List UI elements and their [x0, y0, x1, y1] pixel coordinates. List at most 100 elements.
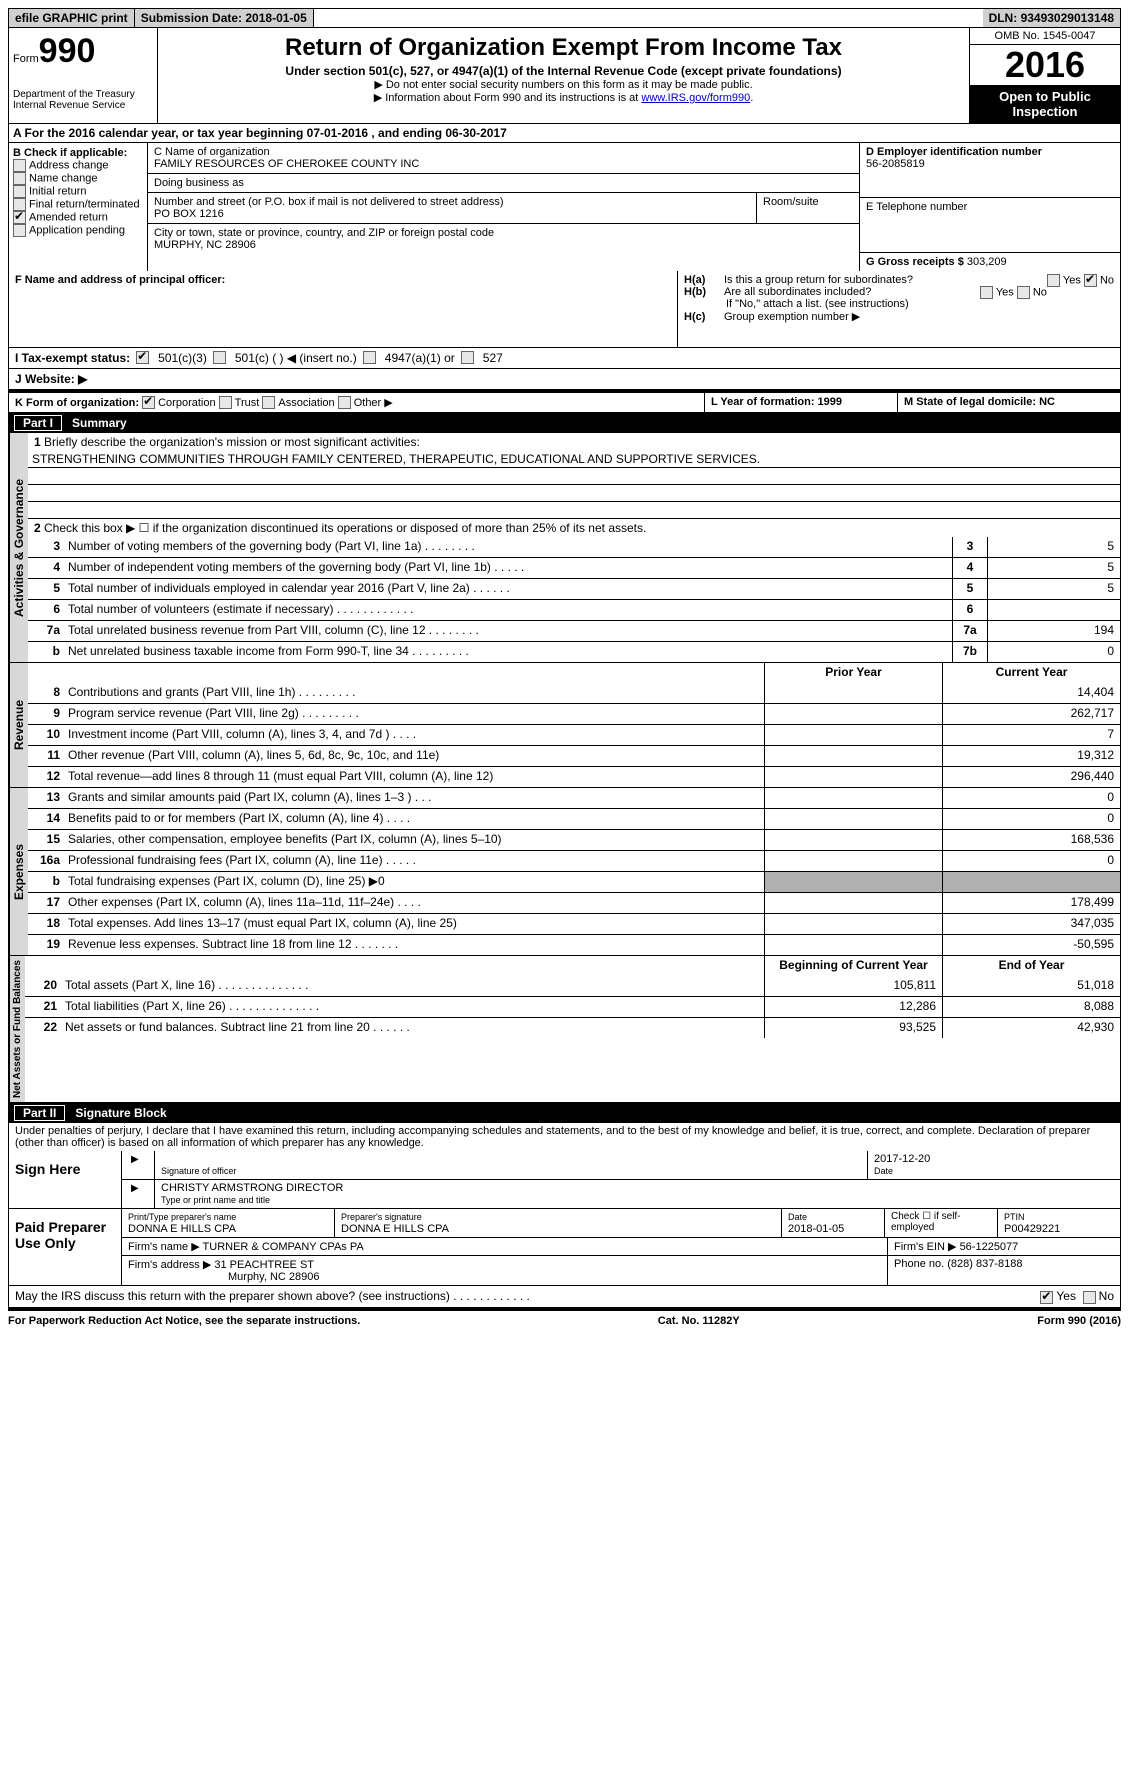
check-501c3[interactable] [136, 351, 149, 364]
check-501c[interactable] [213, 351, 226, 364]
open-public-label: Open to Public Inspection [970, 85, 1120, 123]
mission-blank-2 [28, 485, 1120, 502]
info-note: ▶ Information about Form 990 and its ins… [162, 91, 965, 104]
footer-left: For Paperwork Reduction Act Notice, see … [8, 1315, 360, 1327]
ein-label: D Employer identification number [866, 146, 1114, 158]
check-trust[interactable] [219, 396, 232, 409]
section-m-state: M State of legal domicile: NC [898, 393, 1120, 413]
table-row: 19Revenue less expenses. Subtract line 1… [28, 934, 1120, 955]
check-initial-return[interactable]: Initial return [13, 185, 143, 198]
discuss-label: May the IRS discuss this return with the… [15, 1289, 530, 1303]
ein-value: 56-2085819 [866, 158, 1114, 170]
section-b-label: B Check if applicable: [13, 147, 143, 159]
table-row: bNet unrelated business taxable income f… [28, 641, 1120, 662]
h-b-label: Are all subordinates included? [724, 286, 871, 298]
city-value: MURPHY, NC 28906 [154, 239, 853, 251]
firm-phone: (828) 837-8188 [947, 1258, 1022, 1270]
check-other[interactable] [338, 396, 351, 409]
table-row: 13Grants and similar amounts paid (Part … [28, 788, 1120, 808]
part-2-title: Signature Block [75, 1106, 166, 1120]
table-row: 5Total number of individuals employed in… [28, 578, 1120, 599]
check-assoc[interactable] [262, 396, 275, 409]
mission-blank-3 [28, 502, 1120, 519]
ptin-value: P00429221 [1004, 1223, 1060, 1235]
part-2-header: Part II Signature Block [8, 1103, 1121, 1123]
h-b-note: If "No," attach a list. (see instruction… [684, 298, 1114, 310]
arrow-icon [128, 1153, 142, 1165]
table-row: 14Benefits paid to or for members (Part … [28, 808, 1120, 829]
submission-date: Submission Date: 2018-01-05 [135, 9, 314, 27]
officer-name-title: CHRISTY ARMSTRONG DIRECTOR [161, 1182, 343, 1194]
h-b-no-check[interactable] [1017, 286, 1030, 299]
section-f-label: F Name and address of principal officer: [15, 274, 225, 286]
efile-label: efile GRAPHIC print [9, 9, 135, 27]
part-1-title: Summary [72, 416, 127, 430]
org-name: FAMILY RESOURCES OF CHEROKEE COUNTY INC [154, 158, 853, 170]
h-a-no-check[interactable] [1084, 274, 1097, 287]
section-a-period: A For the 2016 calendar year, or tax yea… [8, 124, 1121, 143]
table-row: 12Total revenue—add lines 8 through 11 (… [28, 766, 1120, 787]
firm-address-2: Murphy, NC 28906 [228, 1271, 320, 1283]
section-j-website: J Website: ▶ [8, 369, 1121, 390]
table-row: 16aProfessional fundraising fees (Part I… [28, 850, 1120, 871]
expenses-label: Expenses [9, 788, 28, 955]
form-header: Form990 Department of the Treasury Inter… [8, 28, 1121, 124]
table-row: 18Total expenses. Add lines 13–17 (must … [28, 913, 1120, 934]
table-row: 8Contributions and grants (Part VIII, li… [28, 683, 1120, 703]
firm-ein: 56-1225077 [960, 1241, 1019, 1253]
tax-year: 2016 [970, 45, 1120, 85]
table-row: 21Total liabilities (Part X, line 26) . … [25, 996, 1120, 1017]
form-number: 990 [39, 32, 96, 70]
form-subtitle: Under section 501(c), 527, or 4947(a)(1)… [162, 64, 965, 78]
check-amended-return[interactable]: Amended return [13, 211, 143, 224]
table-row: 10Investment income (Part VIII, column (… [28, 724, 1120, 745]
table-row: 3Number of voting members of the governi… [28, 537, 1120, 557]
netassets-label: Net Assets or Fund Balances [9, 956, 25, 1102]
h-c-label: Group exemption number ▶ [724, 311, 860, 323]
h-a-label: Is this a group return for subordinates? [724, 274, 913, 286]
self-employed-check[interactable]: Check ☐ if self-employed [885, 1209, 998, 1237]
section-d: D Employer identification number 56-2085… [860, 143, 1120, 271]
check-address-change[interactable]: Address change [13, 159, 143, 172]
sig-officer-label: Signature of officer [161, 1166, 236, 1176]
table-row: 20Total assets (Part X, line 16) . . . .… [25, 976, 1120, 996]
omb-number: OMB No. 1545-0047 [970, 28, 1120, 45]
mission-blank-1 [28, 468, 1120, 485]
tel-label: E Telephone number [866, 201, 1114, 213]
footer-right: Form 990 (2016) [1037, 1315, 1121, 1327]
table-row: 22Net assets or fund balances. Subtract … [25, 1017, 1120, 1038]
check-final-return[interactable]: Final return/terminated [13, 198, 143, 211]
discuss-yes-check[interactable] [1040, 1291, 1053, 1304]
h-b-yes-check[interactable] [980, 286, 993, 299]
form-word: Form [13, 53, 39, 65]
discuss-row: May the IRS discuss this return with the… [8, 1286, 1121, 1307]
check-corp[interactable] [142, 396, 155, 409]
check-name-change[interactable]: Name change [13, 172, 143, 185]
current-year-header: Current Year [942, 663, 1120, 683]
table-row: bTotal fundraising expenses (Part IX, co… [28, 871, 1120, 892]
preparer-name: DONNA E HILLS CPA [128, 1223, 236, 1235]
arrow-icon [128, 1182, 142, 1194]
section-l-year: L Year of formation: 1999 [705, 393, 898, 413]
table-row: 11Other revenue (Part VIII, column (A), … [28, 745, 1120, 766]
check-527[interactable] [461, 351, 474, 364]
preparer-date: 2018-01-05 [788, 1223, 844, 1235]
dln: DLN: 93493029013148 [983, 9, 1120, 27]
prior-year-header: Prior Year [764, 663, 942, 683]
paid-preparer-block: Paid Preparer Use Only Print/Type prepar… [8, 1209, 1121, 1286]
expenses-section: Expenses 13Grants and similar amounts pa… [8, 788, 1121, 956]
discuss-no-check[interactable] [1083, 1291, 1096, 1304]
section-k-l-m: K Form of organization: Corporation Trus… [8, 393, 1121, 414]
table-row: 7aTotal unrelated business revenue from … [28, 620, 1120, 641]
gross-value: 303,209 [967, 256, 1007, 268]
part-1-header: Part I Summary [8, 413, 1121, 433]
table-row: 4Number of independent voting members of… [28, 557, 1120, 578]
sections-b-c-d: B Check if applicable: Address change Na… [8, 143, 1121, 271]
irs-link[interactable]: www.IRS.gov/form990 [641, 92, 750, 104]
sign-here-label: Sign Here [9, 1151, 122, 1208]
check-application-pending[interactable]: Application pending [13, 224, 143, 237]
revenue-section: Revenue Prior Year Current Year 8Contrib… [8, 663, 1121, 788]
check-4947[interactable] [363, 351, 376, 364]
end-year-header: End of Year [942, 956, 1120, 976]
h-a-yes-check[interactable] [1047, 274, 1060, 287]
